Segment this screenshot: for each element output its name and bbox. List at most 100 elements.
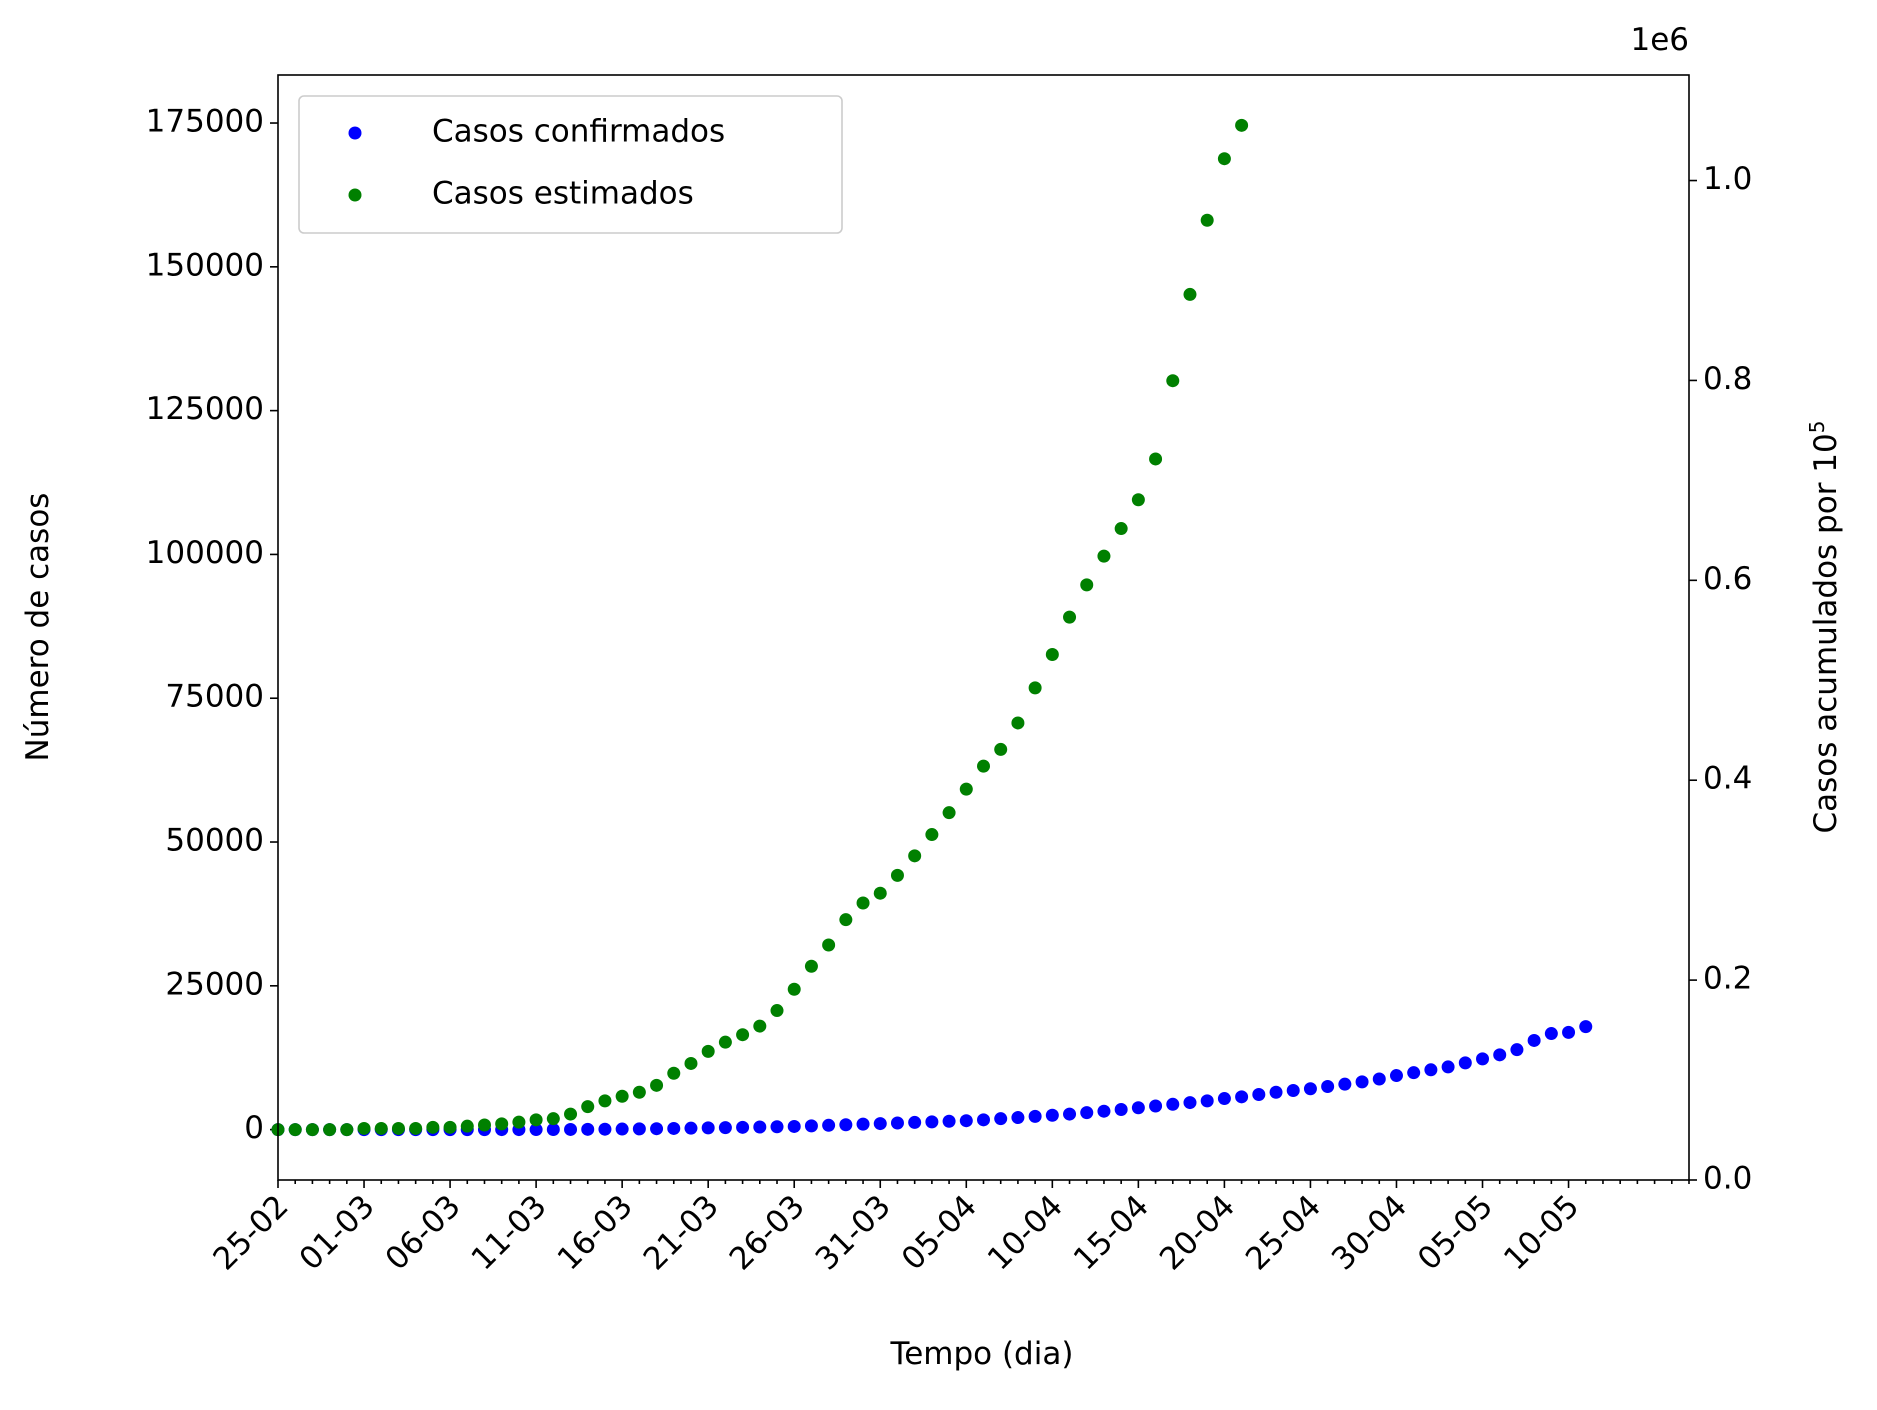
point xyxy=(1114,522,1128,536)
point xyxy=(942,806,956,820)
x-tick-label: 05-05 xyxy=(1411,1188,1500,1277)
point xyxy=(787,982,801,996)
point xyxy=(340,1123,354,1137)
point xyxy=(908,1115,922,1129)
point xyxy=(1149,1099,1163,1113)
point xyxy=(1166,374,1180,388)
point xyxy=(409,1121,423,1135)
point xyxy=(615,1089,629,1103)
point xyxy=(1303,1082,1317,1096)
y-tick-label: 100000 xyxy=(146,535,264,571)
point xyxy=(288,1123,302,1137)
plot-frame xyxy=(277,74,1690,1181)
y-tick-label: 125000 xyxy=(146,391,264,427)
y2-offset-label: 1e6 xyxy=(1630,22,1689,58)
point xyxy=(822,938,836,952)
point xyxy=(546,1122,560,1136)
point xyxy=(977,1113,990,1127)
point xyxy=(564,1122,578,1136)
point xyxy=(890,1116,904,1130)
point xyxy=(701,1044,715,1058)
x-tick-label: 26-03 xyxy=(723,1188,812,1277)
point xyxy=(873,886,887,900)
point xyxy=(856,896,870,910)
point xyxy=(581,1100,595,1114)
point xyxy=(667,1066,681,1080)
y-tick-label: 175000 xyxy=(146,104,264,140)
point xyxy=(873,1117,887,1131)
point xyxy=(822,1118,836,1132)
point xyxy=(1080,578,1094,592)
y-tick-label: 50000 xyxy=(165,823,264,859)
point xyxy=(598,1122,612,1136)
point xyxy=(1028,681,1042,695)
point xyxy=(1235,1090,1249,1104)
point xyxy=(1063,610,1077,624)
point xyxy=(546,1112,560,1126)
point xyxy=(1235,118,1249,132)
y2-tick-label: 0.6 xyxy=(1703,561,1752,597)
legend-label: Casos estimados xyxy=(432,176,694,212)
point xyxy=(1166,1097,1180,1111)
point xyxy=(684,1121,698,1135)
point xyxy=(443,1120,457,1134)
y2-tick-label: 1.0 xyxy=(1703,161,1752,197)
point xyxy=(1063,1107,1077,1121)
point xyxy=(305,1123,319,1137)
point xyxy=(890,868,904,882)
point xyxy=(839,1118,853,1132)
point xyxy=(1114,1102,1128,1116)
point xyxy=(1097,549,1111,563)
x-tick-label: 30-04 xyxy=(1325,1188,1414,1277)
point xyxy=(1544,1027,1558,1041)
x-tick-label: 05-04 xyxy=(895,1188,984,1277)
point xyxy=(925,828,939,842)
legend-box xyxy=(298,95,843,234)
point xyxy=(770,1004,784,1018)
point xyxy=(736,1028,750,1042)
x-tick-label: 21-03 xyxy=(637,1188,726,1277)
y-tick-label: 75000 xyxy=(165,679,264,715)
legend-label: Casos confirmados xyxy=(432,114,725,150)
point xyxy=(770,1120,784,1134)
point xyxy=(753,1019,767,1033)
point xyxy=(804,1119,818,1133)
point xyxy=(959,1114,973,1128)
point xyxy=(632,1122,646,1136)
point xyxy=(856,1117,870,1131)
point xyxy=(650,1122,664,1136)
point xyxy=(1510,1043,1524,1057)
point xyxy=(977,759,990,773)
point xyxy=(1338,1077,1352,1091)
point xyxy=(1407,1066,1421,1080)
point xyxy=(650,1078,664,1092)
point xyxy=(736,1120,750,1134)
point xyxy=(959,782,973,796)
point xyxy=(753,1120,767,1134)
point xyxy=(374,1121,388,1135)
point xyxy=(1097,1104,1111,1118)
point xyxy=(1011,1111,1025,1125)
point xyxy=(1200,213,1214,227)
y2-axis-label-exponent: 5 xyxy=(1805,421,1829,434)
point xyxy=(1269,1085,1283,1099)
point xyxy=(1424,1063,1438,1077)
legend-marker xyxy=(348,188,362,202)
point xyxy=(1493,1048,1507,1062)
point xyxy=(718,1121,732,1135)
y2-axis-label: Casos acumulados por 105 xyxy=(1805,421,1844,834)
point xyxy=(1372,1072,1386,1086)
point xyxy=(1217,1092,1231,1106)
point xyxy=(615,1122,629,1136)
x-tick-label: 11-03 xyxy=(465,1188,554,1277)
y-tick-label: 0 xyxy=(244,1110,264,1146)
x-tick-label: 20-04 xyxy=(1153,1188,1242,1277)
point xyxy=(804,959,818,973)
point xyxy=(1389,1069,1403,1083)
point xyxy=(512,1115,526,1129)
point xyxy=(1355,1075,1369,1089)
x-axis-label: Tempo (dia) xyxy=(890,1336,1074,1372)
y-axis-label: Número de casos xyxy=(20,493,56,762)
point xyxy=(581,1122,595,1136)
